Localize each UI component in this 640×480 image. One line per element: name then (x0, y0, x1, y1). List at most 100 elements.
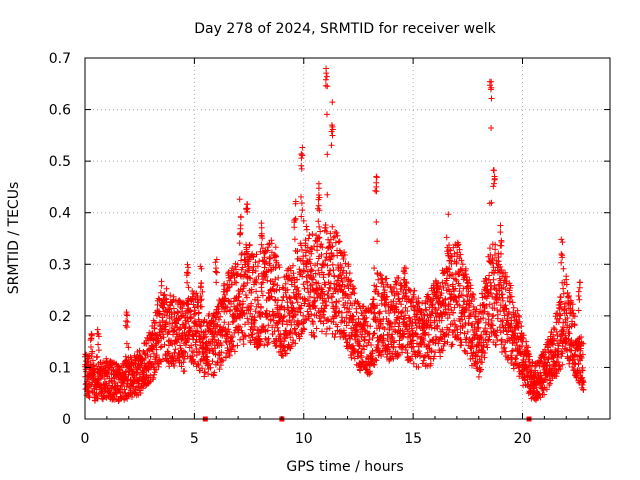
data-point (141, 371, 148, 378)
data-point (443, 234, 450, 241)
data-point (311, 333, 318, 340)
data-point (263, 259, 270, 265)
data-point (198, 297, 204, 304)
data-point (487, 245, 493, 252)
data-point (298, 213, 305, 220)
chart-title: Day 278 of 2024, SRMTID for receiver wel… (194, 21, 496, 37)
data-point (265, 322, 272, 329)
data-point (193, 290, 200, 297)
data-point (219, 357, 226, 364)
data-point (488, 125, 495, 131)
data-point (185, 264, 192, 271)
data-point (242, 292, 249, 298)
data-point (316, 223, 323, 230)
data-point (225, 326, 232, 333)
data-point (130, 383, 136, 390)
data-point (287, 334, 294, 341)
data-point (234, 297, 241, 304)
data-point (139, 356, 146, 363)
data-point (264, 247, 271, 254)
data-point (243, 294, 250, 301)
data-point (192, 339, 199, 346)
data-point (323, 228, 330, 235)
data-point (323, 65, 330, 72)
data-point (289, 300, 296, 307)
data-point (160, 334, 167, 341)
data-point (163, 319, 170, 326)
y-axis-label: SRMTID / TECUs (6, 182, 22, 295)
data-point (94, 395, 100, 402)
data-point (253, 251, 260, 258)
data-point (312, 305, 319, 312)
data-point (306, 256, 313, 263)
data-point (244, 201, 251, 208)
data-point (235, 326, 242, 333)
data-point (248, 286, 255, 293)
data-point (223, 339, 230, 346)
data-point (313, 312, 320, 319)
data-point (488, 78, 495, 85)
data-point (275, 274, 282, 281)
data-point (281, 313, 288, 320)
data-point (330, 267, 337, 274)
data-point (321, 314, 328, 321)
data-point (371, 265, 378, 272)
data-point (269, 278, 276, 285)
data-point (319, 300, 326, 307)
data-point (475, 373, 482, 380)
data-point (510, 304, 517, 311)
data-point (300, 312, 307, 319)
y-tick-label: 0.6 (49, 103, 71, 119)
data-point (322, 257, 329, 264)
data-point (181, 325, 188, 332)
data-point (226, 277, 233, 284)
data-point (121, 386, 128, 393)
data-point (336, 238, 343, 245)
data-point (272, 244, 279, 251)
data-point (242, 333, 249, 340)
data-point (283, 330, 290, 337)
data-point (198, 303, 205, 310)
data-point (193, 352, 200, 359)
data-point (497, 229, 504, 236)
data-point (199, 365, 206, 372)
data-point (250, 264, 257, 270)
data-point (292, 340, 299, 347)
data-point (150, 374, 157, 381)
data-point (300, 253, 307, 260)
data-point (285, 304, 292, 311)
data-point (123, 324, 130, 331)
data-point (278, 304, 284, 311)
data-point (559, 239, 566, 246)
data-point (259, 311, 266, 318)
data-point (170, 293, 177, 300)
data-point (225, 285, 232, 291)
data-point (560, 290, 567, 297)
data-point (260, 323, 267, 330)
data-point (237, 222, 244, 229)
data-point (265, 267, 272, 274)
data-point (461, 347, 468, 354)
data-point (242, 321, 248, 328)
data-point (558, 236, 565, 243)
data-point (280, 314, 287, 321)
data-point (491, 180, 497, 187)
data-point (411, 287, 418, 294)
data-point (83, 368, 90, 375)
data-point (324, 151, 331, 158)
data-point (329, 299, 336, 306)
data-point (189, 353, 196, 360)
data-point (558, 251, 565, 257)
data-point (373, 219, 380, 225)
data-point (137, 390, 144, 396)
data-point (234, 271, 241, 278)
data-point (177, 342, 183, 349)
data-point (274, 282, 281, 289)
data-point (268, 316, 274, 323)
data-point (308, 311, 315, 318)
data-point (264, 341, 271, 348)
data-point (184, 261, 191, 268)
data-point (88, 344, 94, 350)
data-point (560, 265, 567, 272)
data-point (292, 325, 298, 332)
